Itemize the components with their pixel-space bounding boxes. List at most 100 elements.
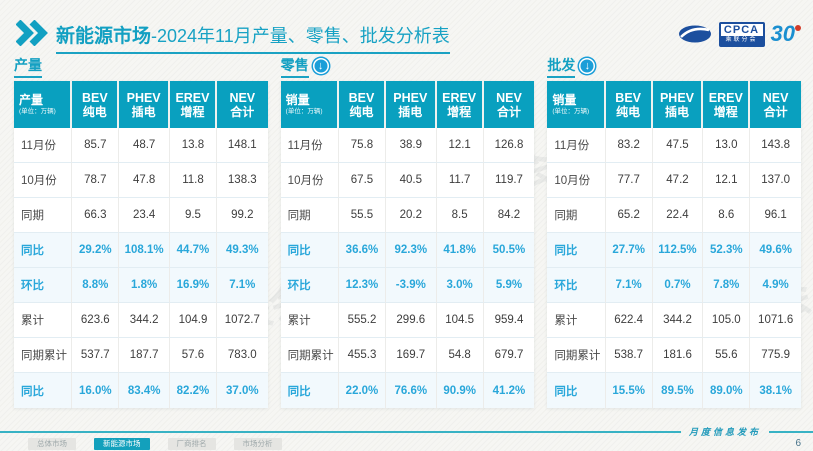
corner-unit: (单位：万辆) bbox=[552, 107, 590, 115]
value-cell: 92.3% bbox=[385, 233, 437, 268]
row-label: 环比 bbox=[14, 268, 73, 303]
row-label: 同期累计 bbox=[280, 338, 340, 373]
column-header-en: EREV bbox=[708, 90, 743, 105]
table-row: 累计 623.6 344.2 104.9 1072.7 bbox=[14, 303, 268, 338]
value-cell: 0.7% bbox=[652, 268, 704, 303]
column-header: PHEV 插电 bbox=[119, 81, 170, 128]
value-cell: 143.8 bbox=[750, 128, 802, 163]
table-wholesale: 批发 ↓ 销量 (单位：万辆) BEV 纯电 PHEV 插电 EREV 增程 NEV 合计 11月份 83… bbox=[547, 56, 802, 408]
value-cell: 37.0% bbox=[216, 373, 268, 408]
value-cell: 187.7 bbox=[119, 338, 170, 373]
column-header-en: BEV bbox=[348, 90, 375, 105]
column-header-en: BEV bbox=[615, 90, 641, 105]
value-cell: 16.0% bbox=[72, 373, 120, 408]
column-header-cn: 增程 bbox=[713, 104, 738, 119]
column-header: NEV 合计 bbox=[216, 81, 268, 128]
value-cell: 36.6% bbox=[339, 233, 386, 268]
value-cell: 83.2 bbox=[605, 128, 653, 163]
row-label: 11月份 bbox=[14, 128, 73, 163]
table-row: 同期 55.5 20.2 8.5 84.2 bbox=[280, 198, 535, 233]
value-cell: 76.6% bbox=[385, 373, 437, 408]
table-row: 同期累计 537.7 187.7 57.6 783.0 bbox=[14, 338, 268, 373]
value-cell: 12.1 bbox=[703, 163, 751, 198]
value-cell: 1072.7 bbox=[216, 303, 268, 338]
table-row: 11月份 83.2 47.5 13.0 143.8 bbox=[547, 128, 802, 163]
column-header-cn: 插电 bbox=[664, 104, 689, 119]
value-cell: 12.3% bbox=[339, 268, 386, 303]
page-title-market: 新能源市场 bbox=[56, 25, 152, 47]
corner-label: 产量 bbox=[19, 92, 44, 107]
row-label: 累计 bbox=[280, 303, 340, 338]
value-cell: 27.7% bbox=[605, 233, 653, 268]
table-row: 同期 66.3 23.4 9.5 99.2 bbox=[14, 198, 268, 233]
value-cell: 959.4 bbox=[483, 303, 535, 338]
down-arrow-icon: ↓ bbox=[579, 58, 596, 74]
value-cell: 47.5 bbox=[652, 128, 704, 163]
column-header-en: NEV bbox=[229, 90, 256, 105]
footer-tab-2[interactable]: 厂商排名 bbox=[167, 438, 216, 450]
table-row: 环比 7.1% 0.7% 7.8% 4.9% bbox=[547, 268, 802, 303]
value-cell: 20.2 bbox=[385, 198, 437, 233]
value-cell: 344.2 bbox=[119, 303, 170, 338]
table-row: 同比 36.6% 92.3% 41.8% 50.5% bbox=[280, 233, 535, 268]
column-header: NEV 合计 bbox=[750, 81, 802, 128]
table-row: 同期累计 538.7 181.6 55.6 775.9 bbox=[547, 338, 802, 373]
page-title: 新能源市场-2024年11月产量、零售、批发分析表 bbox=[56, 13, 450, 54]
value-cell: 84.2 bbox=[483, 198, 535, 233]
corner-header: 产量 (单位：万辆) bbox=[14, 81, 73, 128]
value-cell: 12.1 bbox=[436, 128, 484, 163]
column-header: PHEV 插电 bbox=[652, 81, 704, 128]
column-header-cn: 插电 bbox=[398, 104, 423, 119]
footer-tab-3[interactable]: 市场分析 bbox=[233, 438, 282, 450]
row-label: 10月份 bbox=[547, 163, 606, 198]
column-header-en: BEV bbox=[81, 90, 108, 105]
column-header-cn: 合计 bbox=[763, 104, 788, 119]
value-cell: 57.6 bbox=[170, 338, 217, 373]
column-header-cn: 增程 bbox=[180, 104, 205, 119]
header-row: 产量 (单位：万辆) BEV 纯电 PHEV 插电 EREV 增程 NEV 合计 bbox=[14, 81, 268, 128]
footer-tab-0[interactable]: 总体市场 bbox=[28, 438, 76, 450]
cpca-text: CPCA bbox=[723, 23, 760, 36]
value-cell: 119.7 bbox=[483, 163, 535, 198]
column-header-cn: 纯电 bbox=[82, 104, 107, 119]
value-cell: 104.5 bbox=[436, 303, 484, 338]
column-header-en: EREV bbox=[175, 90, 210, 105]
table-row: 10月份 78.7 47.8 11.8 138.3 bbox=[14, 163, 268, 198]
value-cell: 85.7 bbox=[72, 128, 120, 163]
value-cell: 75.8 bbox=[339, 128, 386, 163]
footer-tab-1[interactable]: 新能源市场 bbox=[94, 438, 150, 450]
value-cell: 13.0 bbox=[703, 128, 751, 163]
column-header-en: NEV bbox=[496, 90, 522, 105]
table-row: 同比 27.7% 112.5% 52.3% 49.6% bbox=[547, 233, 802, 268]
value-cell: 48.7 bbox=[119, 128, 170, 163]
value-cell: 38.9 bbox=[385, 128, 437, 163]
corner-label: 销量 bbox=[285, 92, 310, 107]
column-header-en: PHEV bbox=[126, 90, 161, 105]
value-cell: 49.6% bbox=[750, 233, 802, 268]
value-cell: 783.0 bbox=[216, 338, 268, 373]
value-cell: 67.5 bbox=[339, 163, 386, 198]
table-row: 同比 15.5% 89.5% 89.0% 38.1% bbox=[547, 373, 802, 408]
anniversary-30-logo: 30 bbox=[771, 23, 802, 45]
value-cell: 96.1 bbox=[750, 198, 802, 233]
value-cell: 40.5 bbox=[385, 163, 437, 198]
value-cell: 29.2% bbox=[72, 233, 120, 268]
value-cell: 11.8 bbox=[170, 163, 217, 198]
column-header-cn: 插电 bbox=[131, 104, 156, 119]
value-cell: 138.3 bbox=[216, 163, 268, 198]
row-label: 同比 bbox=[14, 373, 73, 408]
column-header-en: PHEV bbox=[659, 90, 694, 105]
row-label: 同比 bbox=[280, 373, 340, 408]
row-label: 同期 bbox=[547, 198, 606, 233]
table-row: 10月份 67.5 40.5 11.7 119.7 bbox=[280, 163, 535, 198]
column-header-en: EREV bbox=[442, 90, 477, 105]
down-arrow-icon: ↓ bbox=[312, 58, 329, 74]
table-retail: 零售 ↓ 销量 (单位：万辆) BEV 纯电 PHEV 插电 EREV 增程 NEV 合计 11月份 75… bbox=[280, 55, 535, 408]
row-label: 环比 bbox=[547, 268, 606, 303]
section-title: 零售 bbox=[280, 55, 309, 78]
section-title: 产量 bbox=[14, 55, 42, 78]
row-label: 环比 bbox=[280, 268, 340, 303]
column-header: EREV 增程 bbox=[703, 81, 751, 128]
corner-label: 销量 bbox=[552, 92, 577, 107]
table-row: 环比 12.3% -3.9% 3.0% 5.9% bbox=[280, 268, 535, 303]
